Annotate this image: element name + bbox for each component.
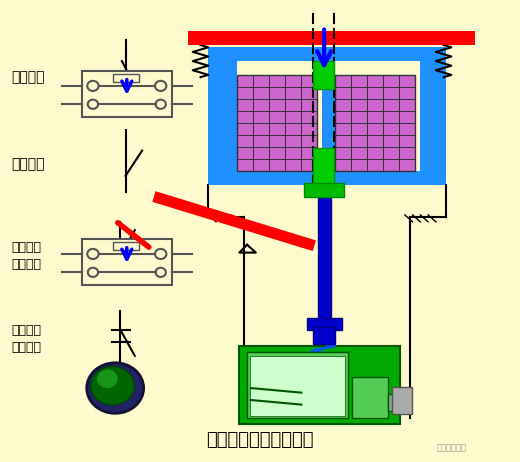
Text: 断电延时型时间继电器: 断电延时型时间继电器 — [206, 431, 314, 449]
Bar — [113, 74, 139, 82]
Bar — [304, 183, 344, 196]
Bar — [313, 148, 334, 185]
Bar — [209, 47, 446, 185]
Circle shape — [155, 100, 166, 109]
Bar — [250, 356, 345, 416]
Bar — [313, 61, 334, 89]
Bar — [82, 71, 172, 117]
Circle shape — [87, 81, 99, 91]
Circle shape — [155, 249, 166, 259]
Circle shape — [91, 366, 134, 405]
Circle shape — [88, 100, 98, 109]
Bar — [313, 328, 335, 344]
Bar — [307, 318, 342, 330]
Text: 延时断开
常开触头: 延时断开 常开触头 — [12, 241, 42, 271]
Bar — [335, 75, 415, 171]
Circle shape — [87, 249, 99, 259]
Text: 糕品道具专用: 糕品道具专用 — [436, 444, 466, 452]
Circle shape — [155, 268, 166, 277]
Bar — [237, 75, 317, 171]
Circle shape — [88, 268, 98, 277]
Bar — [393, 387, 412, 414]
Bar — [318, 185, 331, 323]
Bar — [388, 394, 406, 411]
Text: 瞬动常闭: 瞬动常闭 — [12, 70, 45, 84]
Text: 瞬动常开: 瞬动常开 — [12, 158, 45, 171]
Bar — [188, 31, 475, 45]
Bar — [239, 346, 400, 424]
Bar — [335, 61, 420, 171]
Circle shape — [155, 81, 166, 91]
Bar — [237, 61, 322, 171]
Text: 延时闭合
常闭触头: 延时闭合 常闭触头 — [12, 324, 42, 354]
Bar — [113, 242, 139, 250]
Circle shape — [87, 363, 144, 413]
Bar — [352, 377, 388, 419]
Circle shape — [97, 370, 118, 388]
Bar — [82, 239, 172, 285]
Bar — [247, 352, 348, 419]
